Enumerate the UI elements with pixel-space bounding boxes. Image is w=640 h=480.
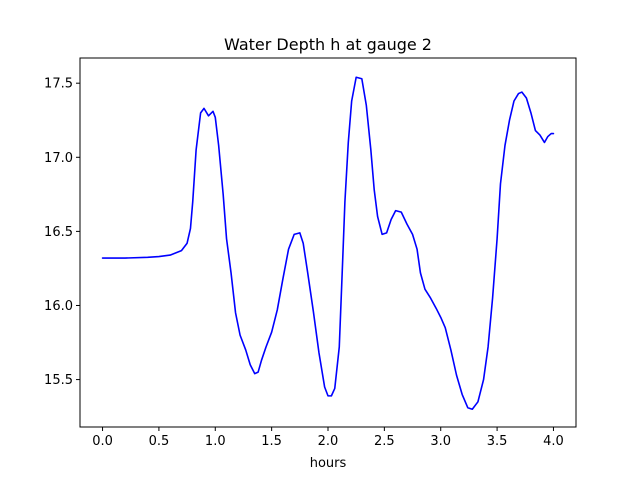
x-tick-label: 2.5 <box>374 434 395 449</box>
y-tick-label: 15.5 <box>44 373 73 388</box>
y-axis: 15.5 16.0 16.5 17.0 17.5 <box>44 77 80 388</box>
x-tick-label: 1.5 <box>261 434 282 449</box>
x-tick-label: 2.0 <box>318 434 339 449</box>
plot-frame <box>79 57 577 428</box>
chart-title: Water Depth h at gauge 2 <box>224 35 432 54</box>
y-tick-label: 17.0 <box>44 151 73 166</box>
x-tick-label: 3.0 <box>430 434 451 449</box>
y-tick-label: 16.0 <box>44 299 73 314</box>
plot-area <box>79 57 577 428</box>
x-axis-label: hours <box>310 456 347 471</box>
x-tick-label: 0.5 <box>149 434 170 449</box>
y-tick-label: 17.5 <box>44 77 73 92</box>
series-line-0 <box>101 76 555 411</box>
x-axis: 0.0 0.5 1.0 1.5 2.0 2.5 3.0 3.5 4.0 <box>92 427 564 449</box>
x-tick-label: 3.5 <box>487 434 508 449</box>
x-tick-label: 4.0 <box>543 434 564 449</box>
x-tick-label: 0.0 <box>92 434 113 449</box>
x-tick-label: 1.0 <box>205 434 226 449</box>
y-tick-label: 16.5 <box>44 225 73 240</box>
